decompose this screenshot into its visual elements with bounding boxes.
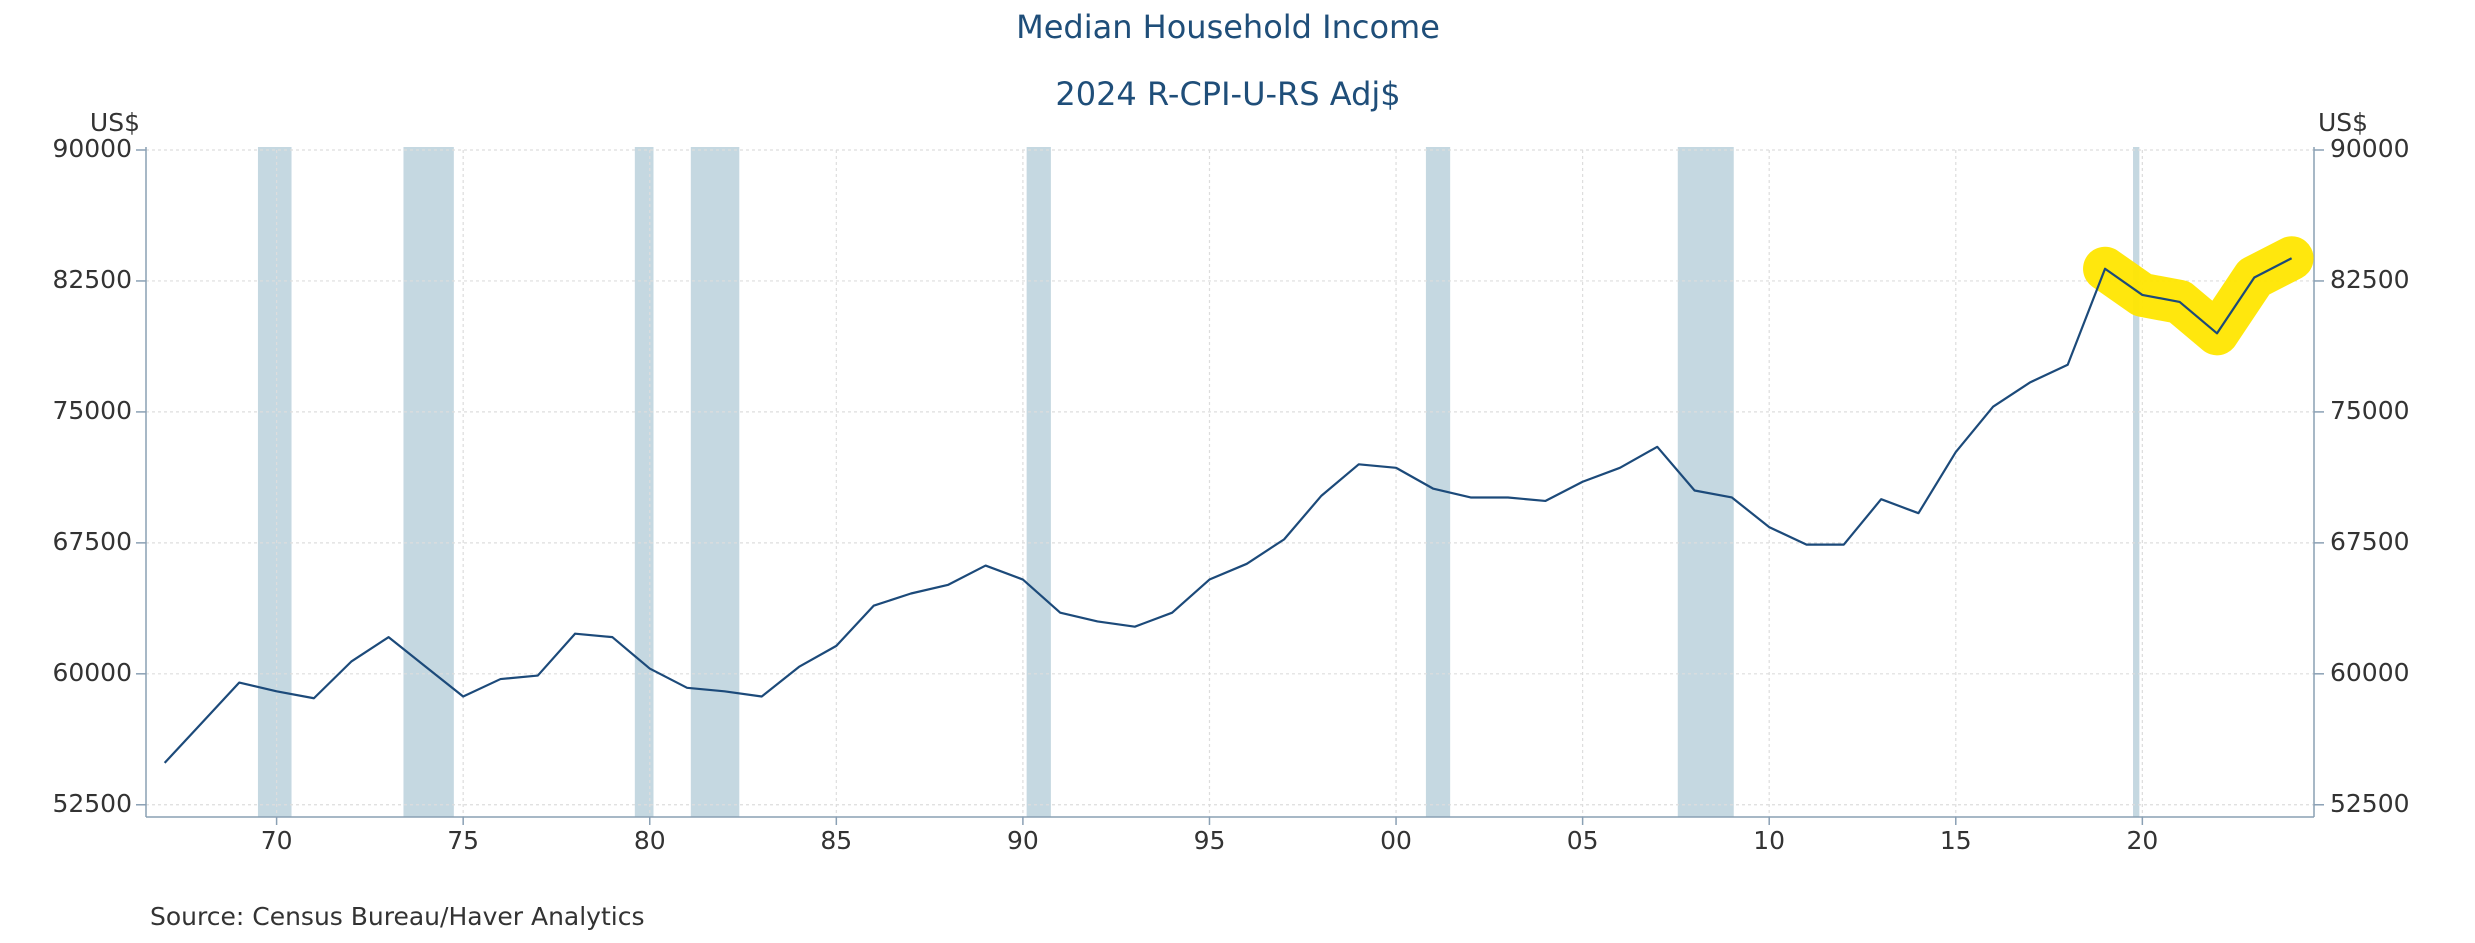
y-tick-label: 90000 xyxy=(52,134,132,163)
x-tick-label: 70 xyxy=(261,826,293,855)
y-tick-label: 60000 xyxy=(52,658,132,687)
x-tick-label: 75 xyxy=(447,826,479,855)
series-line xyxy=(163,257,2293,764)
y2-tick-label: 90000 xyxy=(2330,134,2410,163)
x-tick-label: 05 xyxy=(1567,826,1599,855)
y-tick-label: 52500 xyxy=(52,789,132,818)
x-tick-label: 15 xyxy=(1940,826,1972,855)
y2-tick-label: 82500 xyxy=(2330,265,2410,294)
recession-band xyxy=(690,147,740,817)
chart-title: Median Household Income xyxy=(1016,8,1440,46)
recession-band xyxy=(2133,147,2140,817)
x-tick-label: 00 xyxy=(1380,826,1412,855)
y2-tick-label: 52500 xyxy=(2330,789,2410,818)
recession-band xyxy=(403,147,454,817)
x-tick-label: 90 xyxy=(1007,826,1039,855)
source-note: Source: Census Bureau/Haver Analytics xyxy=(150,902,645,931)
x-tick-label: 20 xyxy=(2126,826,2158,855)
y2-tick-label: 75000 xyxy=(2330,396,2410,425)
y-axis-label: US$ xyxy=(90,108,140,137)
x-tick-label: 10 xyxy=(1753,826,1785,855)
y2-axis-label: US$ xyxy=(2318,108,2368,137)
x-tick-label: 80 xyxy=(634,826,666,855)
recession-band xyxy=(1425,147,1451,817)
y2-tick-label: 60000 xyxy=(2330,658,2410,687)
y2-tick-label: 67500 xyxy=(2330,527,2410,556)
recession-band xyxy=(634,147,654,817)
x-tick-label: 85 xyxy=(820,826,852,855)
y-tick-label: 75000 xyxy=(52,396,132,425)
y-tick-label: 67500 xyxy=(52,527,132,556)
y-tick-label: 82500 xyxy=(52,265,132,294)
chart-subtitle: 2024 R-CPI-U-RS Adj$ xyxy=(1055,75,1400,113)
recession-band xyxy=(1026,147,1051,817)
x-tick-label: 95 xyxy=(1194,826,1226,855)
recession-band xyxy=(257,147,292,817)
